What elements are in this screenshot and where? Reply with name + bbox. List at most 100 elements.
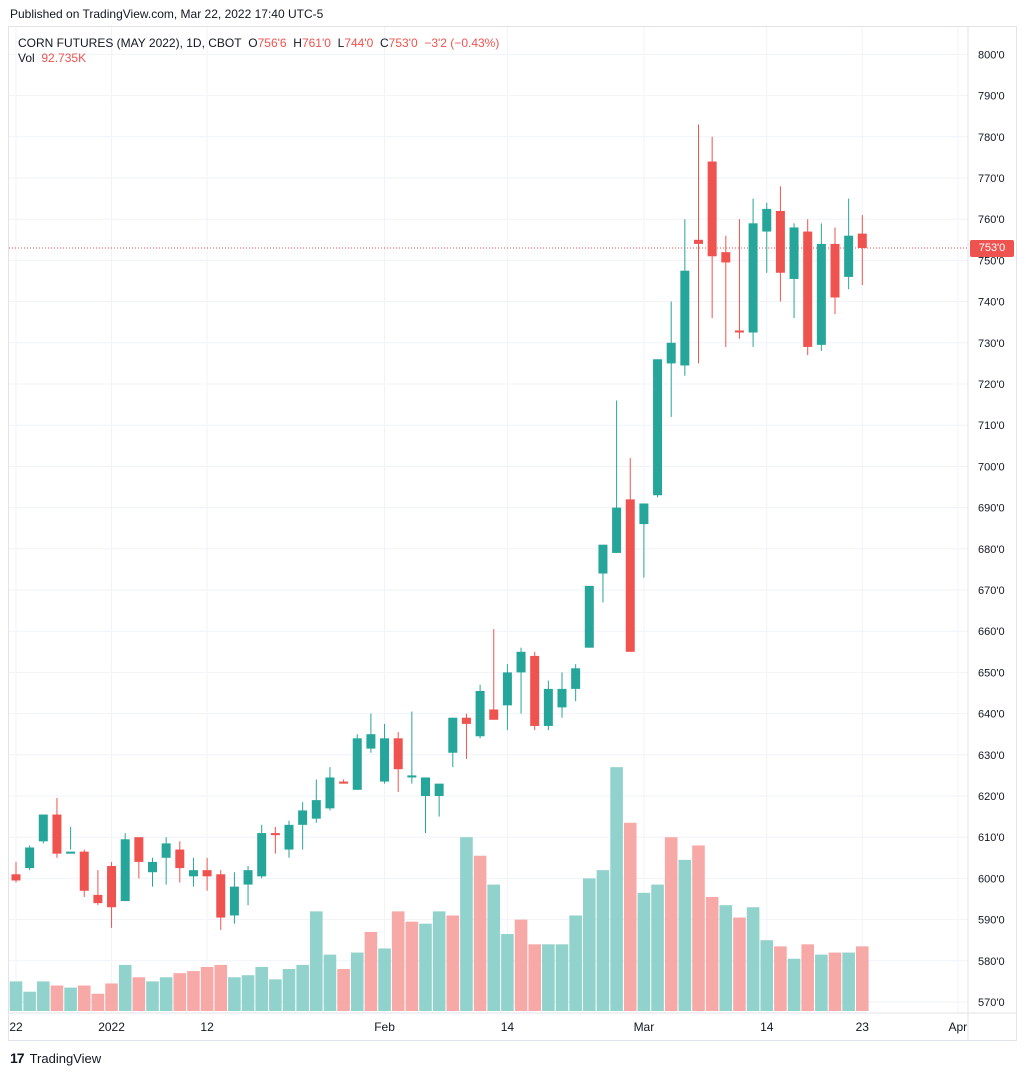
candle-body <box>284 824 294 850</box>
volume-bar <box>514 919 528 1011</box>
candle-body <box>448 717 458 753</box>
volume-bar <box>432 911 446 1011</box>
candle-body <box>434 783 444 796</box>
candle-body <box>612 507 622 553</box>
volume-label: Vol <box>18 51 35 65</box>
candle-body <box>366 734 376 749</box>
volume-bar <box>555 944 569 1011</box>
y-tick-label: 800'0 <box>978 49 1005 61</box>
volume-bar <box>241 975 255 1011</box>
candle-body <box>530 655 540 726</box>
candle-body <box>11 874 21 881</box>
candle-body <box>762 208 772 232</box>
candle-body <box>216 874 226 918</box>
volume-bar <box>282 969 296 1011</box>
y-tick-label: 670'0 <box>978 585 1005 597</box>
candle-body <box>229 886 239 916</box>
x-tick-label: Feb <box>374 1020 395 1034</box>
candle-body <box>257 833 267 877</box>
candle-body <box>461 717 471 724</box>
candle-body <box>653 359 663 496</box>
volume-bar <box>91 993 105 1011</box>
volume-bar <box>760 940 774 1011</box>
x-tick-label: 23 <box>856 1020 870 1034</box>
volume-bar <box>378 948 391 1011</box>
volume-bar <box>787 958 801 1011</box>
volume-bar <box>350 952 364 1011</box>
x-tick-label: 14 <box>501 1020 515 1034</box>
candle-body <box>789 227 799 279</box>
candle-body <box>666 342 676 364</box>
candle-body <box>543 688 553 726</box>
candle-body <box>571 668 581 689</box>
candle-body <box>66 851 76 854</box>
y-tick-label: 750'0 <box>978 255 1005 267</box>
y-tick-label: 690'0 <box>978 503 1005 515</box>
candle-body <box>134 837 144 862</box>
candle-body <box>79 851 89 891</box>
volume-bar <box>815 954 828 1011</box>
candle-body <box>775 210 785 273</box>
volume-bar <box>651 884 664 1011</box>
volume-bar <box>542 944 555 1011</box>
legend-low-label: L <box>337 36 345 50</box>
candle-body <box>748 223 758 333</box>
candle-body <box>25 847 35 869</box>
candle-body <box>298 810 308 825</box>
legend-change: −3'2 (−0.43%) <box>424 36 500 50</box>
y-tick-label: 700'0 <box>978 461 1005 473</box>
volume-bar <box>692 845 705 1011</box>
volume-bar <box>296 964 309 1011</box>
volume-bar <box>746 907 760 1011</box>
volume-bar <box>50 985 64 1011</box>
volume-bar <box>146 981 159 1011</box>
chart-legend: CORN FUTURES (MAY 2022), 1D, CBOT O756'6… <box>18 35 499 51</box>
volume-bar <box>9 981 23 1011</box>
legend-symbol: CORN FUTURES (MAY 2022), 1D, CBOT <box>18 36 242 50</box>
y-tick-label: 640'0 <box>978 709 1005 721</box>
volume-bar <box>801 944 814 1011</box>
y-tick-label: 580'0 <box>978 956 1005 968</box>
legend-open-value: 756'6 <box>257 36 287 50</box>
volume-bar <box>705 896 719 1011</box>
candle-body <box>202 870 212 877</box>
candle-body <box>188 870 198 877</box>
candle-body <box>148 861 157 873</box>
y-tick-label: 770'0 <box>978 173 1005 185</box>
last-price-tag: 753'0 <box>970 240 1014 257</box>
y-tick-label: 720'0 <box>978 379 1005 391</box>
y-tick-label: 630'0 <box>978 750 1005 762</box>
y-tick-label: 610'0 <box>978 832 1005 844</box>
volume-bar <box>583 878 596 1011</box>
volume-bar <box>596 870 610 1011</box>
volume-bar <box>37 981 50 1011</box>
candle-body <box>393 738 403 770</box>
volume-bar <box>364 931 378 1011</box>
candle-body <box>694 239 703 244</box>
volume-bar <box>419 923 432 1011</box>
volume-bar <box>487 884 501 1011</box>
tradingview-brand[interactable]: 17 TradingView <box>10 1050 101 1066</box>
x-tick-label: 2022 <box>98 1020 125 1034</box>
candle-body <box>475 690 485 737</box>
volume-bar <box>678 859 692 1011</box>
y-tick-label: 600'0 <box>978 873 1005 885</box>
candle-body <box>625 499 635 652</box>
candle-body <box>857 233 867 249</box>
volume-bar <box>446 915 460 1011</box>
volume-bar <box>842 952 855 1011</box>
candle-body <box>380 738 390 782</box>
candle-body <box>557 688 567 708</box>
published-caption: Published on TradingView.com, Mar 22, 20… <box>10 7 324 21</box>
y-tick-label: 780'0 <box>978 132 1005 144</box>
x-tick-label: 22 <box>9 1020 23 1034</box>
candle-body <box>325 777 335 809</box>
y-tick-label: 740'0 <box>978 297 1005 309</box>
candle-body <box>339 781 349 784</box>
y-tick-label: 660'0 <box>978 626 1005 638</box>
volume-bar <box>337 969 350 1011</box>
volume-bar <box>391 911 405 1011</box>
volume-bar <box>255 966 268 1011</box>
candle-body <box>107 866 117 908</box>
